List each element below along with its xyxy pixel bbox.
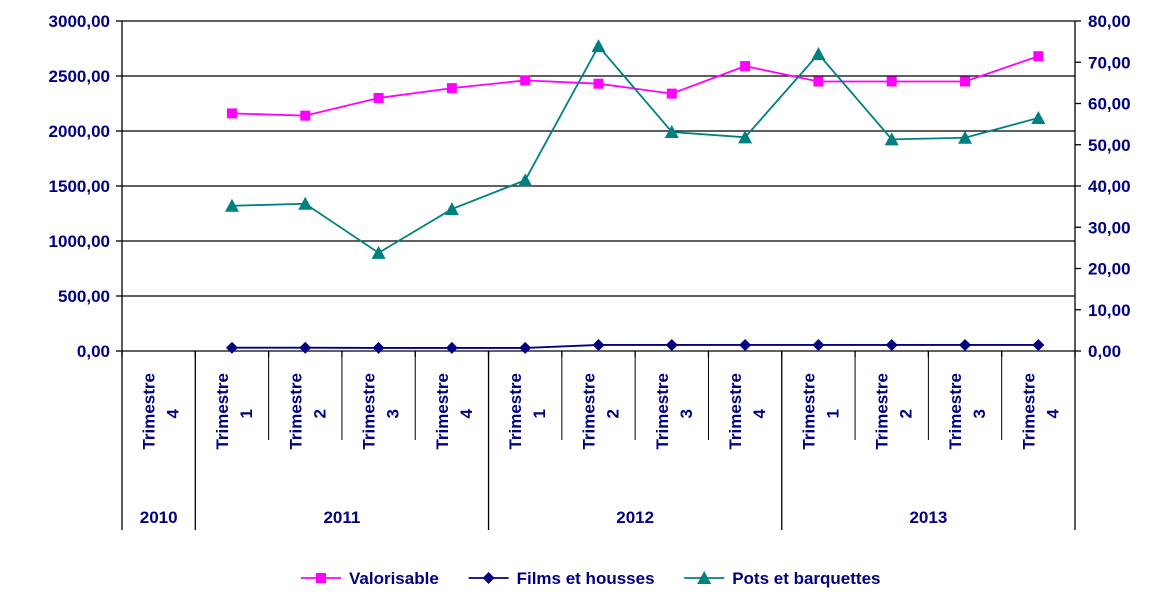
category-label: Trimestre (799, 373, 818, 450)
series-line-films-et-housses (231, 344, 1039, 349)
legend-label-valorisable: Valorisable (349, 569, 439, 588)
data-point-valorisable (1033, 51, 1044, 62)
legend-marker-valorisable (316, 573, 326, 583)
right-tick-label: 70,00 (1088, 53, 1131, 72)
left-tick-label: 2000,00 (49, 122, 110, 141)
data-point-pots-et-barquettes (444, 202, 459, 216)
category-label-number: 4 (164, 408, 183, 418)
category-label-number: 3 (384, 409, 403, 418)
right-tick-label: 10,00 (1088, 301, 1131, 320)
data-point-valorisable (666, 88, 677, 99)
right-tick-label: 50,00 (1088, 136, 1131, 155)
data-point-films-et-housses (959, 338, 972, 351)
category-label: Trimestre (946, 373, 965, 450)
data-point-films-et-housses (885, 338, 898, 351)
left-tick-label: 500,00 (58, 287, 110, 306)
left-tick-label: 2500,00 (49, 67, 110, 86)
category-label-number: 3 (677, 409, 696, 418)
category-label: Trimestre (580, 373, 599, 450)
data-point-films-et-housses (372, 341, 385, 354)
data-point-pots-et-barquettes (591, 39, 606, 53)
legend-marker-films-et-housses (482, 572, 495, 584)
left-tick-label: 1500,00 (49, 177, 110, 196)
category-label-number: 2 (604, 409, 623, 418)
category-label: Trimestre (140, 373, 159, 450)
grid-layer (122, 20, 1075, 297)
left-tick-label: 0,00 (77, 342, 110, 361)
category-label-number: 4 (457, 408, 476, 418)
category-label-number: 1 (530, 409, 549, 418)
data-point-valorisable (813, 76, 824, 87)
year-label: 2011 (323, 508, 360, 527)
series-line-pots-et-barquettes (231, 44, 1039, 254)
data-point-pots-et-barquettes (958, 130, 973, 144)
category-label: Trimestre (1019, 373, 1038, 450)
data-point-films-et-housses (225, 341, 238, 354)
series-line-valorisable (231, 55, 1039, 117)
data-point-valorisable (520, 75, 531, 86)
series-layer (224, 39, 1046, 354)
data-point-valorisable (960, 76, 971, 87)
data-point-valorisable (373, 93, 384, 103)
data-point-valorisable (446, 83, 457, 94)
left-tick-label: 3000,00 (49, 12, 110, 31)
category-label-number: 4 (1043, 408, 1062, 418)
data-point-films-et-housses (519, 341, 532, 354)
data-point-films-et-housses (299, 341, 312, 354)
right-tick-label: 20,00 (1088, 260, 1131, 279)
year-label: 2010 (140, 508, 178, 527)
data-point-valorisable (593, 78, 604, 89)
category-label-number: 1 (823, 409, 842, 418)
data-point-valorisable (226, 108, 237, 119)
data-point-pots-et-barquettes (738, 130, 753, 144)
data-point-pots-et-barquettes (371, 245, 386, 259)
data-point-valorisable (300, 110, 311, 121)
category-label: Trimestre (726, 373, 745, 450)
data-point-pots-et-barquettes (298, 196, 313, 210)
data-point-pots-et-barquettes (664, 124, 679, 138)
category-label-number: 3 (970, 409, 989, 418)
category-label: Trimestre (433, 373, 452, 450)
category-label: Trimestre (213, 373, 232, 450)
legend-label-films-et-housses: Films et housses (517, 569, 655, 588)
data-point-films-et-housses (445, 341, 458, 354)
data-point-pots-et-barquettes (224, 198, 239, 212)
data-point-pots-et-barquettes (1031, 110, 1046, 124)
data-point-films-et-housses (739, 338, 752, 351)
left-tick-label: 1000,00 (49, 232, 110, 251)
data-point-valorisable (886, 76, 897, 87)
data-point-films-et-housses (665, 338, 678, 351)
category-label: Trimestre (286, 373, 305, 450)
data-point-pots-et-barquettes (518, 173, 533, 187)
category-label-number: 4 (750, 408, 769, 418)
data-point-films-et-housses (1032, 338, 1045, 351)
data-point-pots-et-barquettes (811, 47, 826, 60)
right-tick-label: 0,00 (1088, 342, 1121, 361)
right-tick-label: 80,00 (1088, 12, 1131, 31)
data-point-films-et-housses (592, 338, 605, 351)
data-point-films-et-housses (812, 338, 825, 351)
year-label: 2013 (909, 508, 947, 527)
data-point-valorisable (740, 61, 751, 72)
right-tick-label: 40,00 (1088, 177, 1131, 196)
category-label: Trimestre (653, 373, 672, 450)
category-label-number: 1 (237, 409, 256, 418)
category-label-number: 2 (310, 409, 329, 418)
right-tick-label: 60,00 (1088, 95, 1131, 114)
legend: Valorisable Films et housses Pots et barqu… (301, 569, 881, 588)
legend-marker-pots-et-barquettes (697, 571, 712, 584)
category-label-number: 2 (897, 409, 916, 418)
category-label: Trimestre (873, 373, 892, 450)
axis-layer: 0,00500,001000,001500,002000,002500,0030… (49, 12, 1131, 530)
year-label: 2012 (616, 508, 654, 527)
category-label: Trimestre (360, 373, 379, 450)
right-tick-label: 30,00 (1088, 218, 1131, 237)
legend-label-pots-et-barquettes: Pots et barquettes (732, 569, 880, 588)
data-point-pots-et-barquettes (884, 132, 899, 146)
category-label: Trimestre (506, 373, 525, 450)
